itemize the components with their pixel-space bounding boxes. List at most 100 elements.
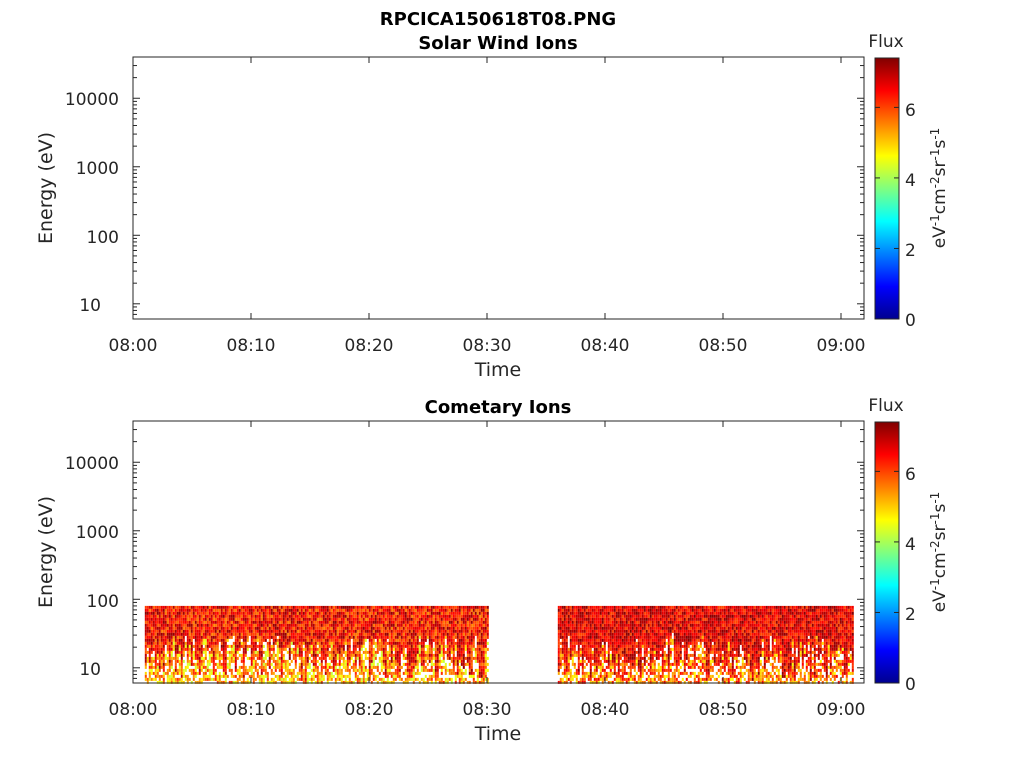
heatmap-cell [417,660,419,663]
heatmap-cell [189,645,191,648]
heatmap-cell [626,663,628,666]
heatmap-cell [487,663,489,666]
heatmap-cell [313,609,315,612]
heatmap-cell [459,636,461,639]
heatmap-cell [397,615,399,618]
heatmap-cell [473,618,475,621]
heatmap-cell [391,651,393,654]
heatmap-cell [339,678,341,681]
heatmap-cell [235,648,237,651]
heatmap-cell [347,642,349,645]
heatmap-cell [191,612,193,615]
heatmap-cell [323,678,325,681]
heatmap-cell [227,657,229,660]
heatmap-cell [405,627,407,630]
heatmap-cell [602,606,604,609]
heatmap-cell [417,615,419,618]
heatmap-cell [602,654,604,657]
heatmap-cell [379,615,381,618]
heatmap-cell [347,645,349,648]
heatmap-cell [568,657,570,660]
heatmap-cell [315,639,317,642]
heatmap-cell [564,660,566,663]
heatmap-cell [339,639,341,642]
heatmap-cell [159,648,161,651]
heatmap-cell [389,624,391,627]
heatmap-cell [449,630,451,633]
heatmap-cell [159,630,161,633]
heatmap-cell [329,606,331,609]
heatmap-cell [453,627,455,630]
heatmap-cell [309,645,311,648]
heatmap-cell [315,654,317,657]
figure-title: RPCICA150618T08.PNG [380,9,616,30]
heatmap-cell [233,648,235,651]
heatmap-cell [397,657,399,660]
heatmap-cell [329,609,331,612]
heatmap-cell [273,621,275,624]
heatmap-cell [305,633,307,636]
heatmap-cell [341,642,343,645]
heatmap-cell [297,654,299,657]
heatmap-cell [415,636,417,639]
heatmap-cell [381,615,383,618]
heatmap-cell [203,612,205,615]
heatmap-cell [437,651,439,654]
heatmap-cell [329,645,331,648]
heatmap-cell [207,645,209,648]
heatmap-cell [483,630,485,633]
heatmap-cell [594,666,596,669]
heatmap-cell [321,612,323,615]
heatmap-cell [409,669,411,672]
heatmap-cell [233,645,235,648]
heatmap-cell [235,627,237,630]
heatmap-cell [269,648,271,651]
heatmap-cell [281,633,283,636]
heatmap-cell [255,639,257,642]
heatmap-cell [385,666,387,669]
heatmap-cell [634,678,636,681]
heatmap-cell [243,663,245,666]
heatmap-cell [584,654,586,657]
heatmap-cell [399,645,401,648]
heatmap-cell [345,609,347,612]
heatmap-cell [329,672,331,675]
heatmap-cell [485,651,487,654]
heatmap-cell [371,633,373,636]
heatmap-cell [401,633,403,636]
heatmap-cell [395,639,397,642]
heatmap-cell [167,627,169,630]
heatmap-cell [307,645,309,648]
heatmap-cell [313,654,315,657]
heatmap-cell [201,624,203,627]
heatmap-cell [431,675,433,678]
heatmap-cell [471,621,473,624]
heatmap-cell [145,657,147,660]
heatmap-cell [259,624,261,627]
heatmap-cell [409,612,411,615]
heatmap-cell [237,630,239,633]
heatmap-cell [572,654,574,657]
heatmap-cell [197,645,199,648]
heatmap-cell [223,633,225,636]
heatmap-cell [483,609,485,612]
heatmap-cell [600,621,602,624]
heatmap-cell [407,666,409,669]
heatmap-cell [411,606,413,609]
heatmap-cell [151,642,153,645]
heatmap-cell [433,663,435,666]
heatmap-cell [387,621,389,624]
heatmap-cell [307,648,309,651]
heatmap-cell [467,660,469,663]
heatmap-cell [365,606,367,609]
heatmap-cell [197,630,199,633]
heatmap-cell [157,654,159,657]
heatmap-cell [628,624,630,627]
heatmap-cell [273,636,275,639]
heatmap-cell [600,618,602,621]
heatmap-cell [299,657,301,660]
heatmap-cell [469,669,471,672]
heatmap-cell [391,630,393,633]
heatmap-cell [269,612,271,615]
heatmap-cell [355,606,357,609]
